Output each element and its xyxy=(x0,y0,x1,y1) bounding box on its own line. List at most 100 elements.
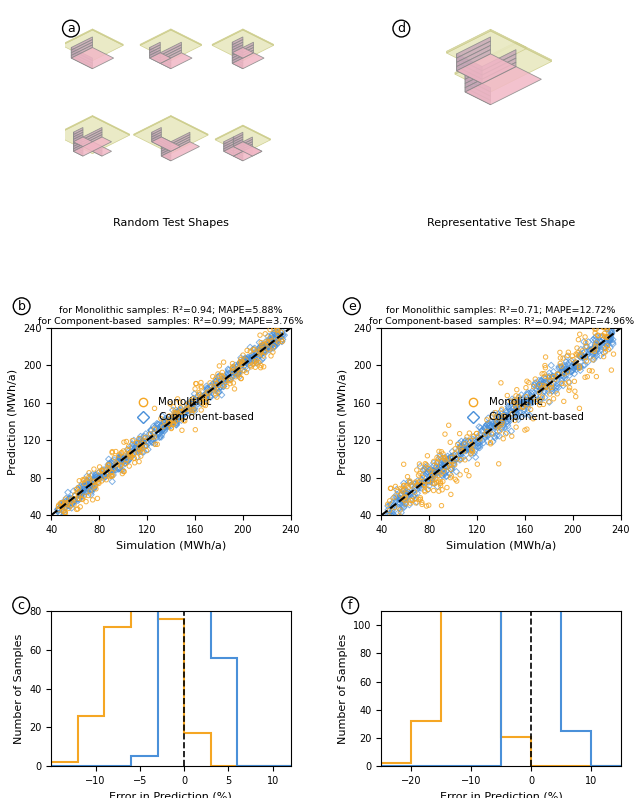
Point xyxy=(269,323,279,336)
Point xyxy=(593,339,603,352)
Point xyxy=(505,414,515,427)
Point xyxy=(59,497,69,510)
Point xyxy=(556,361,566,373)
Point xyxy=(494,429,504,442)
Point xyxy=(164,409,175,422)
Point xyxy=(580,341,591,354)
Point xyxy=(69,498,79,511)
Polygon shape xyxy=(234,142,262,156)
Point xyxy=(538,377,548,390)
Point xyxy=(103,459,113,472)
Polygon shape xyxy=(150,55,160,63)
Point xyxy=(406,480,417,492)
Point xyxy=(140,432,150,444)
Point xyxy=(522,423,532,436)
Point xyxy=(445,468,455,480)
Point xyxy=(401,497,411,510)
Point xyxy=(229,369,239,382)
Point xyxy=(136,440,146,453)
Point xyxy=(79,474,89,487)
Point xyxy=(108,468,118,481)
Point xyxy=(523,396,533,409)
Point xyxy=(144,433,154,445)
Point xyxy=(436,468,447,481)
Point xyxy=(228,377,239,389)
Point xyxy=(452,475,462,488)
Point xyxy=(389,498,399,511)
Point xyxy=(270,325,280,338)
Point xyxy=(225,377,236,390)
Point xyxy=(480,428,490,440)
Point xyxy=(600,322,610,334)
Point xyxy=(122,450,132,463)
Point xyxy=(196,380,206,393)
Point xyxy=(126,451,136,464)
Point xyxy=(152,438,163,451)
Point xyxy=(472,427,482,440)
Point xyxy=(127,439,137,452)
Point xyxy=(535,382,545,395)
Text: d: d xyxy=(397,22,405,35)
Point xyxy=(99,472,109,485)
Point xyxy=(163,419,173,432)
Point xyxy=(199,389,209,402)
Point xyxy=(588,354,598,366)
Point xyxy=(563,358,573,371)
Point xyxy=(238,357,248,369)
Polygon shape xyxy=(234,132,243,140)
Point xyxy=(543,385,554,397)
Point xyxy=(503,401,513,413)
Point xyxy=(104,464,114,476)
Point xyxy=(120,450,130,463)
Point xyxy=(557,363,568,376)
Point xyxy=(402,487,412,500)
Point xyxy=(263,342,273,354)
Polygon shape xyxy=(171,116,208,135)
Polygon shape xyxy=(74,128,83,135)
Point xyxy=(129,434,139,447)
Point xyxy=(257,354,267,366)
Point xyxy=(137,437,147,450)
Point xyxy=(608,338,618,350)
Point xyxy=(482,422,492,435)
Point xyxy=(534,398,545,411)
Point xyxy=(563,346,573,358)
Point xyxy=(563,349,573,361)
Point xyxy=(275,330,285,343)
Point xyxy=(483,429,493,442)
Point xyxy=(436,461,446,474)
Point xyxy=(592,344,602,357)
Point xyxy=(591,350,602,362)
Point xyxy=(163,417,173,430)
Point xyxy=(54,503,64,516)
Point xyxy=(574,360,584,373)
Point xyxy=(156,423,166,436)
Point xyxy=(56,501,66,514)
Point xyxy=(493,408,503,421)
Title: for Monolithic samples: R²=0.94; MAPE=5.88%
for Component-based  samples: R²=0.9: for Monolithic samples: R²=0.94; MAPE=5.… xyxy=(38,306,303,326)
Point xyxy=(234,357,244,369)
Point xyxy=(456,444,467,457)
Point xyxy=(608,334,618,346)
Point xyxy=(166,413,177,425)
Point xyxy=(576,347,586,360)
Polygon shape xyxy=(215,125,243,140)
Point xyxy=(456,445,467,458)
Point xyxy=(127,448,137,461)
Point xyxy=(436,452,447,465)
Point xyxy=(228,361,238,373)
Point xyxy=(223,366,233,379)
Point xyxy=(83,477,93,490)
Polygon shape xyxy=(93,29,123,45)
Point xyxy=(424,480,435,492)
Point xyxy=(149,437,159,450)
Point xyxy=(248,344,259,357)
Point xyxy=(473,432,483,444)
Point xyxy=(248,342,259,355)
Point xyxy=(474,433,484,445)
Point xyxy=(173,393,183,405)
Point xyxy=(551,381,561,394)
Point xyxy=(483,412,493,425)
Point xyxy=(455,441,465,454)
Point xyxy=(533,381,543,393)
